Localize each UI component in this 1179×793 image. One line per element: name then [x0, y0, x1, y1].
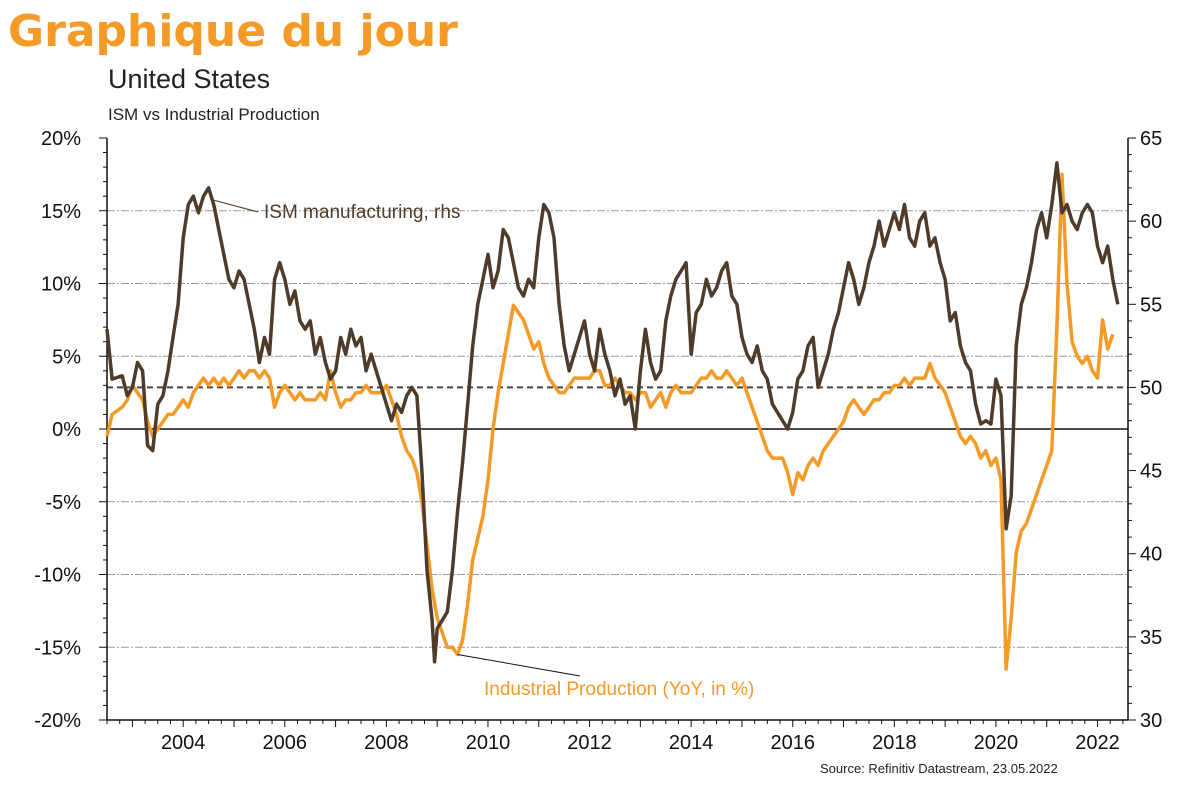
y-left-tick-label: -20% [34, 710, 81, 732]
y-left-tick-label: 0% [52, 419, 81, 441]
y-right-tick-label: 50 [1140, 377, 1162, 399]
x-tick-label: 2020 [974, 732, 1019, 754]
chart-title: United States [108, 64, 271, 94]
y-right-tick-label: 40 [1140, 544, 1162, 566]
ip-series-label: Industrial Production (YoY, in %) [484, 679, 754, 700]
y-left-tick-label: -5% [45, 492, 81, 514]
y-left-tick-label: -10% [34, 565, 81, 587]
y-right-tick-label: 55 [1140, 294, 1162, 316]
y-right-tick-label: 35 [1140, 627, 1162, 649]
x-tick-label: 2006 [263, 732, 308, 754]
x-tick-label: 2012 [567, 732, 612, 754]
ip-label-leader [457, 654, 581, 677]
y-right-tick-label: 30 [1140, 710, 1162, 732]
y-right-tick-label: 45 [1140, 461, 1162, 483]
x-tick-label: 2022 [1075, 732, 1120, 754]
y-right-tick-label: 65 [1140, 128, 1162, 150]
y-left-tick-label: 10% [41, 274, 81, 296]
source-note: Source: Refinitiv Datastream, 23.05.2022 [820, 761, 1058, 776]
x-tick-label: 2018 [872, 732, 917, 754]
series-line-ism-manufacturing [105, 161, 1120, 664]
y-left-tick-label: 15% [41, 201, 81, 223]
x-tick-label: 2016 [770, 732, 815, 754]
y-right-tick-label: 60 [1140, 211, 1162, 233]
y-left-tick-label: 5% [52, 346, 81, 368]
ism-label-leader [211, 199, 259, 213]
x-tick-label: 2004 [161, 732, 206, 754]
x-tick-label: 2008 [364, 732, 409, 754]
series-line-industrial-production [105, 172, 1115, 671]
x-tick-label: 2010 [466, 732, 511, 754]
y-left-tick-label: -15% [34, 637, 81, 659]
x-tick-label: 2014 [669, 732, 714, 754]
ism-series-label: ISM manufacturing, rhs [264, 202, 460, 223]
y-left-tick-label: 20% [41, 128, 81, 150]
brand-title: Graphique du jour [8, 6, 458, 57]
chart-subtitle: ISM vs Industrial Production [108, 105, 320, 124]
